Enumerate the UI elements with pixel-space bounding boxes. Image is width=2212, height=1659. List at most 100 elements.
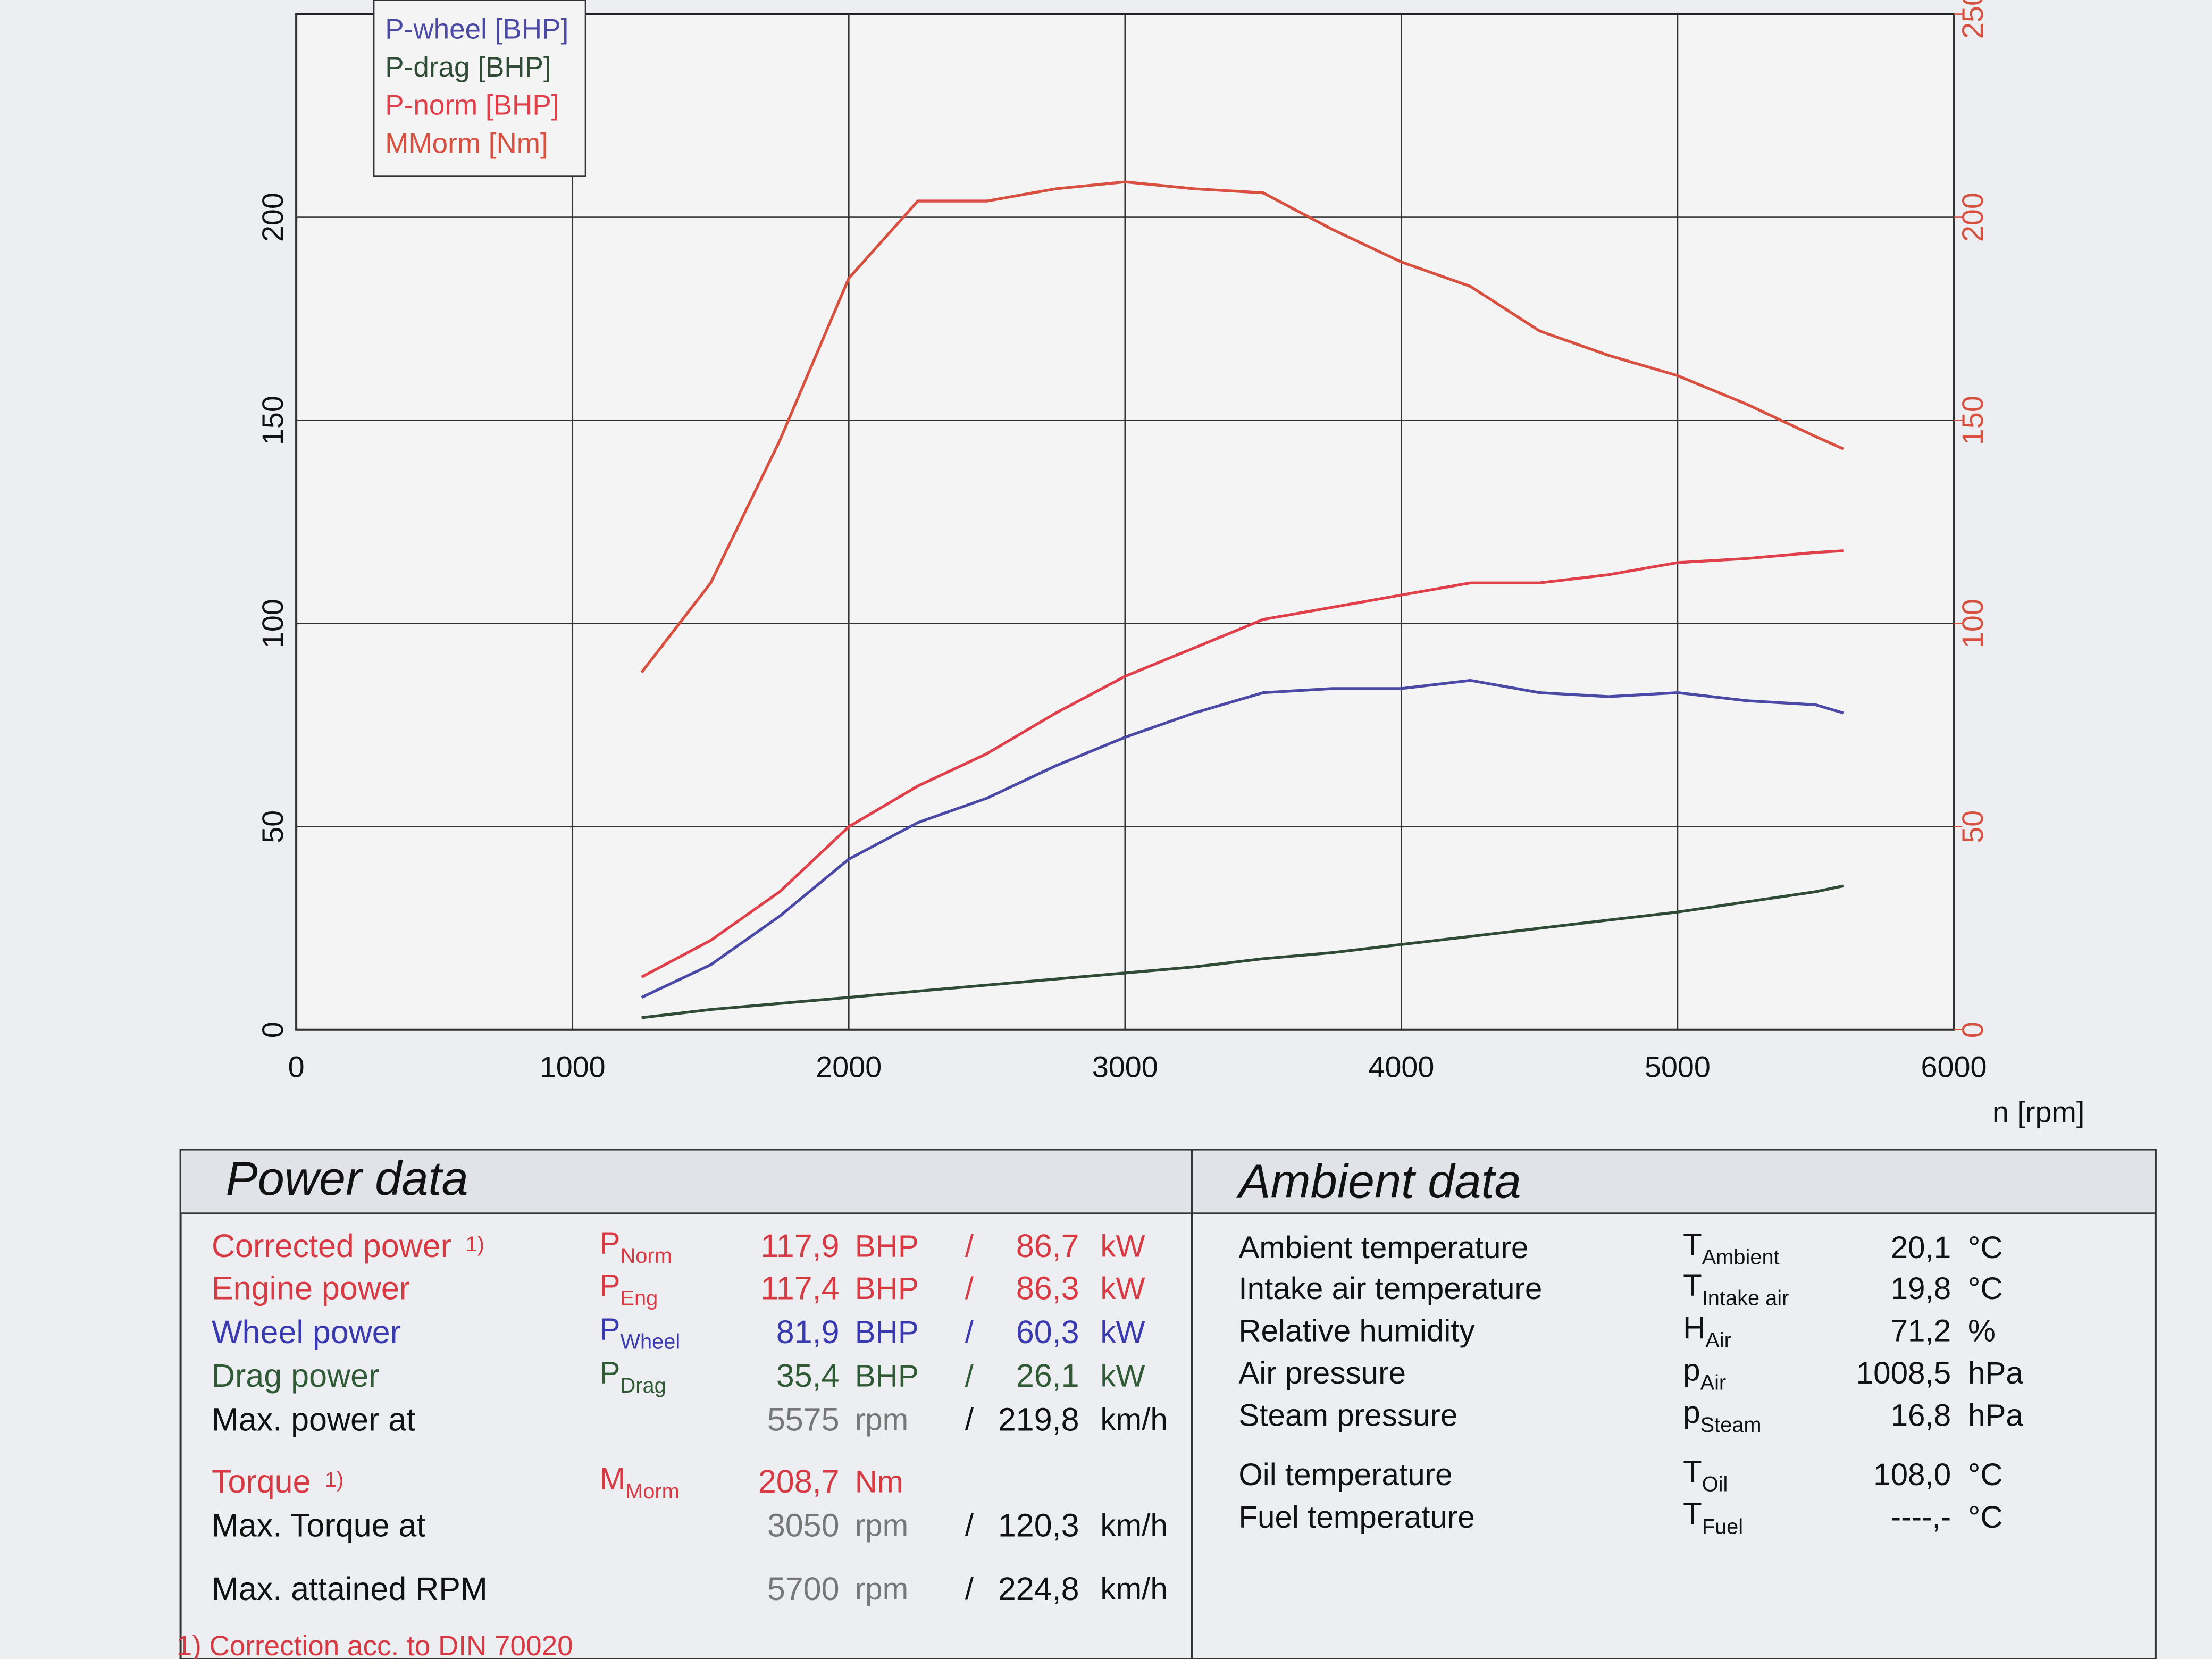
row-sep: / — [965, 1271, 974, 1306]
legend-label: P-norm [BHP] — [385, 90, 559, 121]
row-label: Drag power — [212, 1358, 379, 1394]
symbol: HAir — [1683, 1311, 1731, 1352]
row-value2: 219,8 — [998, 1401, 1079, 1437]
symbol-sub: Oil — [1702, 1472, 1728, 1496]
row-label: Wheel power — [212, 1314, 401, 1350]
series-line — [641, 884, 1844, 1019]
symbol-main: p — [1683, 1353, 1700, 1388]
x-tick-label: 4000 — [1368, 1051, 1434, 1084]
row-label: Steam pressure — [1238, 1398, 1457, 1433]
symbol-main: T — [1683, 1497, 1702, 1531]
row-unit2: km/h — [1100, 1403, 1167, 1437]
legend-label: MMorm [Nm] — [385, 128, 548, 159]
row-unit: °C — [1968, 1230, 2002, 1265]
row-value2: 224,8 — [998, 1571, 1079, 1607]
row-value: 5700 — [767, 1571, 840, 1607]
power-title: Power data — [225, 1152, 468, 1205]
row-label: Corrected power — [212, 1228, 451, 1264]
row-unit: rpm — [855, 1403, 909, 1437]
symbol-sub: Norm — [620, 1244, 672, 1267]
x-tick-label: 6000 — [1921, 1051, 1987, 1084]
row-value: 81,9 — [776, 1314, 840, 1350]
row-note: 1) — [466, 1233, 484, 1256]
row-unit: % — [1968, 1314, 1996, 1348]
y2-tick-label: 100 — [1956, 599, 1989, 648]
symbol-sub: Fuel — [1702, 1515, 1743, 1538]
row-unit: °C — [1968, 1457, 2002, 1492]
y-tick-label: 100 — [256, 599, 289, 648]
symbol-sub: Intake air — [1702, 1286, 1789, 1310]
symbol-sub: Ambient — [1702, 1245, 1780, 1269]
row-unit: BHP — [855, 1315, 919, 1350]
symbol: pAir — [1683, 1353, 1726, 1394]
row-note: 1) — [325, 1468, 343, 1492]
row-unit: BHP — [855, 1359, 919, 1393]
row-value: 3050 — [767, 1507, 840, 1543]
symbol: MMorm — [600, 1462, 680, 1503]
row-unit: BHP — [855, 1271, 919, 1306]
y-tick-label: 150 — [256, 396, 289, 445]
row-label: Torque — [212, 1463, 311, 1499]
row-value2: 120,3 — [998, 1507, 1079, 1543]
row-unit: hPa — [1968, 1356, 2023, 1390]
symbol-main: M — [600, 1462, 626, 1496]
row-value: 16,8 — [1891, 1398, 1951, 1433]
row-value: 19,8 — [1891, 1271, 1951, 1306]
x-tick-label: 0 — [288, 1051, 305, 1084]
y-tick-label: 0 — [256, 1021, 289, 1038]
row-label: Fuel temperature — [1238, 1500, 1474, 1535]
symbol: PDrag — [600, 1356, 666, 1397]
row-value: 117,4 — [760, 1270, 839, 1306]
symbol-main: P — [600, 1269, 621, 1303]
symbol: TFuel — [1683, 1497, 1743, 1538]
x-tick-label: 3000 — [1092, 1051, 1158, 1084]
symbol-sub: Eng — [620, 1286, 658, 1310]
y2-tick-label: 0 — [1956, 1021, 1989, 1038]
symbol-main: T — [1683, 1455, 1702, 1489]
row-sep: / — [965, 1229, 974, 1263]
row-value: 35,4 — [776, 1358, 840, 1394]
row-value2: 86,7 — [1016, 1228, 1079, 1264]
row-unit2: km/h — [1100, 1509, 1167, 1543]
symbol: PNorm — [600, 1226, 672, 1267]
x-tick-label: 5000 — [1645, 1051, 1711, 1084]
row-unit: °C — [1968, 1500, 2002, 1535]
row-value: ----,- — [1891, 1500, 1951, 1535]
series-line — [641, 678, 1844, 999]
row-value: 208,7 — [758, 1463, 840, 1499]
row-unit2: km/h — [1100, 1572, 1167, 1606]
x-tick-label: 2000 — [816, 1051, 882, 1084]
symbol-main: P — [600, 1226, 621, 1261]
row-value: 71,2 — [1891, 1314, 1951, 1348]
y2-tick-label: 250 — [1956, 0, 1989, 39]
series-line — [640, 180, 1844, 674]
symbol-main: P — [600, 1312, 621, 1347]
y2-tick-label: 150 — [1956, 396, 1989, 445]
row-label: Engine power — [212, 1270, 410, 1306]
row-unit: rpm — [855, 1572, 909, 1606]
symbol-main: p — [1683, 1395, 1700, 1430]
legend-label: P-drag [BHP] — [385, 52, 551, 83]
symbol-main: T — [1683, 1228, 1702, 1262]
row-unit: Nm — [855, 1464, 903, 1499]
symbol-main: T — [1683, 1269, 1702, 1303]
row-value: 117,9 — [760, 1228, 839, 1264]
y-tick-label: 200 — [256, 192, 289, 242]
row-unit2: kW — [1100, 1229, 1145, 1263]
symbol-sub: Air — [1705, 1329, 1731, 1352]
row-sep: / — [965, 1572, 974, 1606]
series-line — [641, 549, 1844, 978]
row-value: 108,0 — [1873, 1457, 1951, 1492]
symbol-sub: Steam — [1700, 1413, 1762, 1437]
row-value: 20,1 — [1891, 1230, 1951, 1265]
table-header-band — [180, 1149, 2157, 1214]
row-label: Relative humidity — [1238, 1314, 1475, 1348]
row-label: Max. Torque at — [212, 1507, 426, 1543]
symbol-main: P — [600, 1356, 621, 1390]
x-axis-label: n [rpm] — [1992, 1096, 2084, 1129]
row-value: 1008,5 — [1856, 1356, 1951, 1390]
row-unit2: kW — [1100, 1315, 1145, 1350]
row-unit2: kW — [1100, 1271, 1145, 1306]
row-sep: / — [965, 1509, 974, 1543]
